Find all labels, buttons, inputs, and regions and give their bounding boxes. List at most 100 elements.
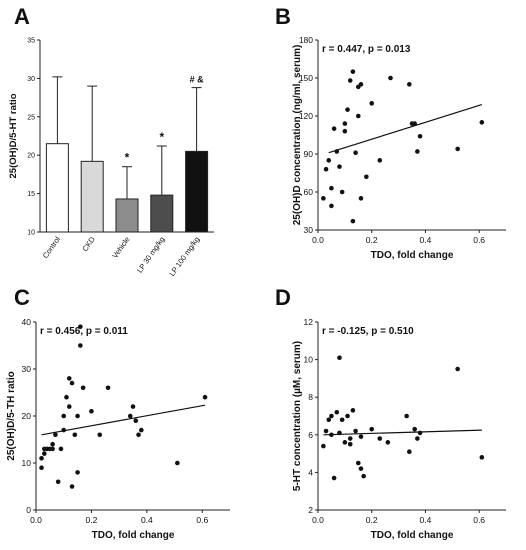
data-point bbox=[53, 432, 58, 438]
data-point bbox=[350, 408, 356, 413]
category-label: LP 30 mg/kg bbox=[135, 235, 166, 275]
data-point bbox=[339, 417, 345, 423]
category-label: LP 100 mg/kg bbox=[167, 235, 201, 278]
data-point bbox=[407, 82, 412, 87]
regression-line bbox=[328, 104, 483, 154]
correlation-annotation: r = -0.125, p = 0.510 bbox=[322, 326, 414, 337]
y-tick-label: 2 bbox=[308, 505, 313, 515]
data-point bbox=[337, 164, 342, 169]
data-point bbox=[455, 366, 460, 372]
x-axis-label: TDO, fold change bbox=[92, 530, 175, 541]
data-point bbox=[345, 413, 350, 419]
data-point bbox=[350, 218, 356, 224]
x-tick-label: 0.6 bbox=[473, 515, 485, 525]
data-point bbox=[61, 427, 67, 433]
data-point bbox=[404, 413, 409, 419]
x-tick-label: 0.4 bbox=[420, 235, 432, 245]
panel-d: 2 4 6 8 10 12 0.0 0.2 0.4 0.6 TDO, fold change 5-HT… bbox=[292, 317, 506, 541]
data-point bbox=[75, 470, 80, 475]
data-point bbox=[133, 418, 139, 424]
data-point bbox=[407, 449, 412, 455]
correlation-annotation: r = 0.456, p = 0.011 bbox=[40, 326, 128, 337]
x-tick-label: 0.0 bbox=[30, 515, 42, 525]
data-point bbox=[202, 394, 208, 400]
data-point bbox=[479, 455, 485, 460]
data-point bbox=[415, 436, 420, 441]
y-tick-label: 35 bbox=[27, 38, 35, 45]
data-point bbox=[415, 149, 420, 154]
panel-letter-B: B bbox=[275, 4, 291, 29]
data-point bbox=[377, 158, 383, 163]
data-point bbox=[55, 479, 61, 485]
data-point bbox=[347, 436, 353, 441]
data-point bbox=[80, 385, 86, 391]
data-point bbox=[355, 460, 361, 466]
data-point bbox=[358, 196, 364, 201]
data-point bbox=[337, 430, 342, 436]
data-point bbox=[50, 446, 55, 452]
y-axis-label: 5-HT concentration (µM, serum) bbox=[292, 341, 303, 491]
data-point bbox=[97, 432, 103, 438]
data-point bbox=[345, 107, 350, 112]
data-point bbox=[175, 460, 180, 466]
data-point bbox=[329, 203, 334, 209]
y-axis-label: 25(OH)D/5-TH ratio bbox=[6, 371, 17, 460]
data-point bbox=[369, 101, 375, 106]
data-point bbox=[358, 466, 364, 471]
data-point bbox=[355, 113, 361, 119]
x-tick-label: 0.6 bbox=[473, 235, 485, 245]
y-tick-label: 30 bbox=[22, 364, 32, 374]
data-point bbox=[127, 413, 133, 419]
bar bbox=[45, 143, 69, 233]
bar bbox=[185, 150, 209, 233]
x-tick-label: 0.2 bbox=[86, 515, 98, 525]
data-point bbox=[347, 78, 353, 83]
data-point bbox=[353, 150, 358, 156]
data-point bbox=[321, 443, 326, 449]
data-point bbox=[105, 385, 111, 391]
data-point bbox=[78, 343, 83, 348]
data-point bbox=[331, 126, 337, 131]
data-point bbox=[358, 434, 364, 439]
x-axis-label: TDO, fold change bbox=[371, 530, 454, 541]
data-point bbox=[66, 376, 72, 381]
y-tick-label: 4 bbox=[308, 467, 313, 477]
data-point bbox=[347, 441, 353, 447]
data-point bbox=[342, 440, 348, 445]
data-point bbox=[369, 426, 375, 432]
bar-annotation: * bbox=[125, 151, 130, 165]
data-point bbox=[342, 128, 348, 134]
bar bbox=[115, 198, 139, 233]
data-point bbox=[388, 75, 393, 81]
panel-letter-C: C bbox=[14, 285, 30, 310]
y-tick-label: 10 bbox=[304, 355, 314, 365]
category-label: CKD bbox=[80, 235, 97, 254]
data-point bbox=[58, 446, 64, 452]
data-point bbox=[89, 409, 94, 414]
x-tick-label: 0.0 bbox=[312, 515, 324, 525]
data-point bbox=[385, 440, 391, 445]
data-point bbox=[412, 121, 417, 126]
data-point bbox=[364, 174, 369, 180]
bar-annotation: * bbox=[159, 130, 164, 144]
bar-annotation: # & bbox=[190, 75, 205, 85]
panel-c: 0 10 20 30 40 0.0 0.2 0.4 0.6 TDO, fold change 25(… bbox=[6, 317, 230, 541]
data-point bbox=[455, 146, 460, 152]
data-point bbox=[377, 436, 383, 441]
y-tick-label: 6 bbox=[308, 430, 313, 440]
y-tick-label: 40 bbox=[22, 317, 32, 327]
data-point bbox=[331, 475, 337, 481]
data-point bbox=[323, 166, 329, 172]
y-tick-label: 8 bbox=[308, 392, 313, 402]
data-point bbox=[130, 404, 136, 409]
data-point bbox=[69, 484, 75, 489]
y-tick-label: 25 bbox=[27, 114, 35, 121]
x-axis-label: TDO, fold change bbox=[371, 250, 454, 261]
category-label: Vehicle bbox=[110, 235, 131, 260]
panel-letter-D: D bbox=[275, 285, 291, 310]
data-point bbox=[339, 189, 345, 195]
y-tick-label: 150 bbox=[299, 73, 313, 83]
y-tick-label: 90 bbox=[304, 149, 314, 159]
data-point bbox=[326, 417, 332, 423]
